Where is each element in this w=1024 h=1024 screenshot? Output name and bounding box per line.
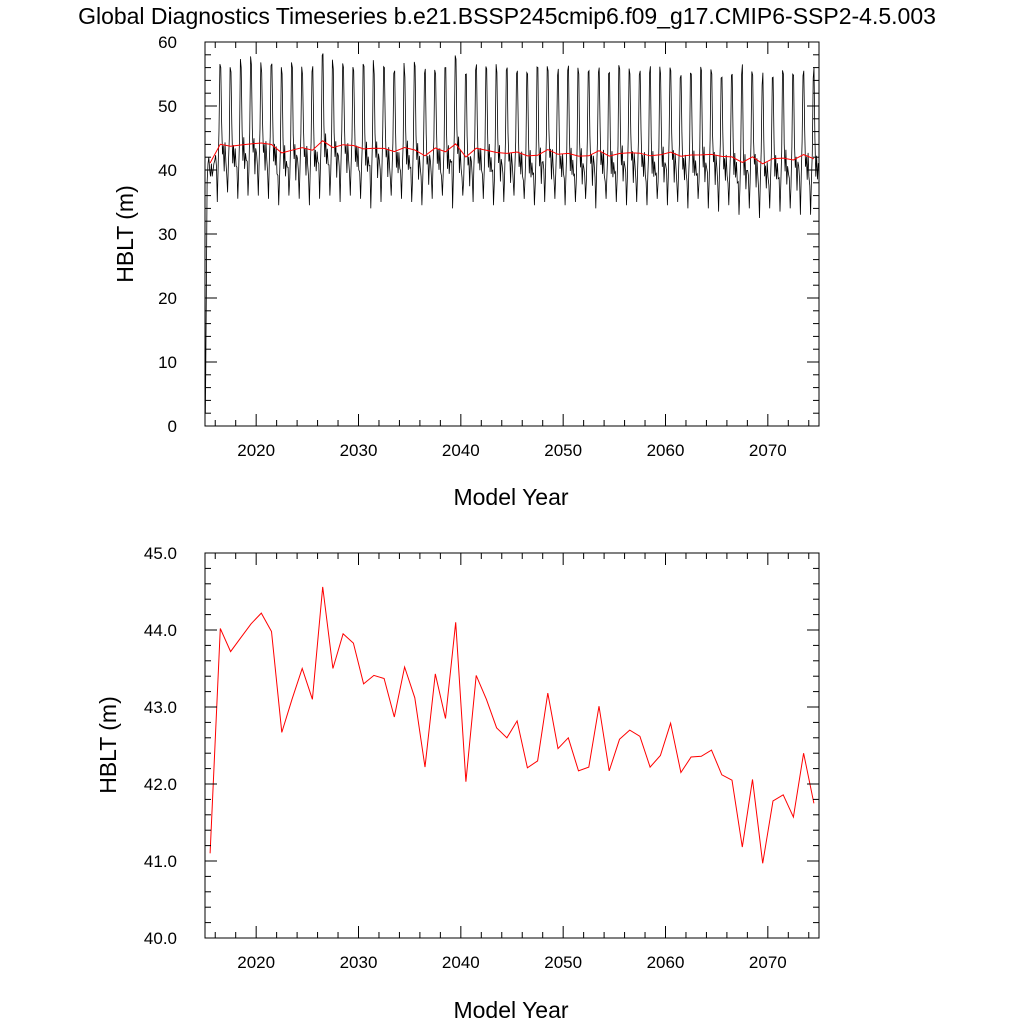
top-x-tick-label: 2060 — [647, 441, 685, 460]
top-y-tick-label: 20 — [158, 289, 177, 308]
top-y-tick-label: 0 — [168, 417, 177, 436]
bottom-x-axis-label: Model Year — [453, 997, 568, 1023]
bottom-axis-ticks: 2020 2030 2040 2050 2060 2070 40.0 41.0 42.0 43.0… — [144, 544, 819, 972]
top-y-tick-label: 60 — [158, 33, 177, 52]
top-x-tick-label: 2020 — [237, 441, 275, 460]
bottom-y-tick-label: 43.0 — [144, 698, 177, 717]
bottom-plot-data — [209, 586, 815, 864]
bottom-x-tick-label: 2040 — [442, 953, 480, 972]
bottom-x-tick-label: 2050 — [544, 953, 582, 972]
top-x-axis-label: Model Year — [453, 484, 568, 510]
bottom-y-tick-label: 41.0 — [144, 852, 177, 871]
top-y-tick-label: 10 — [158, 353, 177, 372]
bottom-x-tick-label: 2030 — [340, 953, 378, 972]
top-plot-data — [205, 53, 819, 414]
figure-title: Global Diagnostics Timeseries b.e21.BSSP… — [78, 3, 936, 29]
bottom-x-tick-label: 2060 — [647, 953, 685, 972]
bottom-panel: 2020 2030 2040 2050 2060 2070 40.0 41.0 42.0 43.0… — [95, 544, 820, 1023]
top-annual-mean-series-line — [209, 140, 815, 165]
bottom-x-tick-label: 2020 — [237, 953, 275, 972]
bottom-y-tick-label: 42.0 — [144, 775, 177, 794]
bottom-x-tick-label: 2070 — [749, 953, 787, 972]
bottom-plot-frame — [204, 552, 820, 939]
bottom-y-axis-label: HBLT (m) — [95, 696, 121, 794]
top-y-tick-label: 40 — [158, 161, 177, 180]
bottom-y-tick-label: 40.0 — [144, 929, 177, 948]
top-x-tick-label: 2050 — [544, 441, 582, 460]
top-x-tick-label: 2040 — [442, 441, 480, 460]
top-monthly-series-line — [205, 53, 819, 414]
top-x-tick-label: 2070 — [749, 441, 787, 460]
top-y-axis-label: HBLT (m) — [112, 185, 138, 283]
top-y-tick-label: 50 — [158, 97, 177, 116]
bottom-annual-mean-series-line — [209, 586, 815, 864]
top-y-tick-label: 30 — [158, 225, 177, 244]
top-x-tick-label: 2030 — [340, 441, 378, 460]
bottom-y-tick-label: 44.0 — [144, 621, 177, 640]
bottom-y-tick-label: 45.0 — [144, 544, 177, 563]
